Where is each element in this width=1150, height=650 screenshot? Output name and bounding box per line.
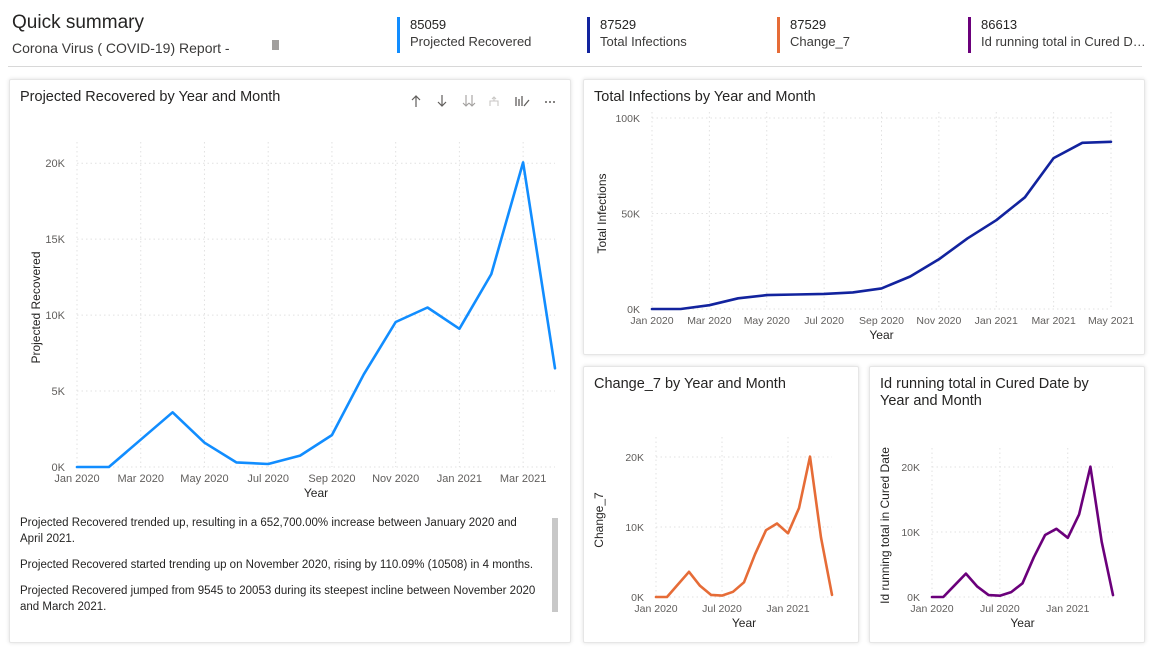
y-axis-title: Id running total in Cured Date	[878, 447, 892, 604]
kpi-card-projected-recovered[interactable]: 85059 Projected Recovered	[397, 17, 560, 53]
series-line	[930, 465, 1115, 599]
x-tick-label: Nov 2020	[372, 473, 419, 485]
chart-title: Id running total in Cured Date by Year a…	[880, 376, 1089, 409]
y-tick-label: 0K	[907, 592, 920, 604]
y-axis-title: Projected Recovered	[29, 251, 43, 363]
x-tick-label: Nov 2020	[916, 315, 961, 327]
x-tick-label: Mar 2021	[500, 473, 546, 485]
x-axis-title: Year	[732, 616, 756, 630]
x-tick-label: Mar 2021	[1031, 315, 1076, 327]
y-tick-label: 10K	[45, 310, 65, 322]
x-tick-label: Jan 2021	[1046, 603, 1089, 615]
y-tick-label: 20K	[901, 462, 920, 474]
line-chart-total-infections: 0K 50K 100K Jan 2020 Mar 2020 May 2020 Jul 202…	[595, 112, 1134, 342]
x-tick-label: Jul 2020	[702, 603, 742, 615]
x-axis-title: Year	[304, 486, 328, 500]
visual-change-7[interactable]: Change_7 by Year and Month 0K 10K 20K Jan 2…	[583, 366, 859, 643]
y-tick-label: 0K	[627, 304, 640, 316]
series-line	[654, 455, 834, 599]
more-options-icon[interactable]	[544, 94, 556, 108]
x-tick-label: Mar 2020	[117, 473, 163, 485]
x-axis-title: Year	[869, 328, 893, 342]
expand-hierarchy-icon[interactable]	[488, 94, 500, 108]
narrative-sentence: Projected Recovered jumped from 9545 to …	[20, 585, 536, 613]
report-header: Quick summary Corona Virus ( COVID-19) R…	[0, 0, 1150, 70]
kpi-value: 85059	[410, 17, 447, 32]
x-tick-label: Jan 2020	[634, 603, 677, 615]
y-axis-title: Total Infections	[595, 173, 609, 253]
y-tick-label: 20K	[625, 452, 644, 464]
x-tick-label: Jan 2020	[910, 603, 953, 615]
x-tick-label: Jan 2021	[975, 315, 1018, 327]
x-tick-label: May 2020	[744, 315, 790, 327]
kpi-card-running-total-cured[interactable]: 86613 Id running total in Cured Date	[968, 17, 1149, 53]
x-tick-label: Jul 2020	[980, 603, 1020, 615]
narrative-sentence: Projected Recovered trended up, resultin…	[20, 517, 517, 545]
visual-running-total-cured[interactable]: Id running total in Cured Date by Year a…	[869, 366, 1145, 643]
x-tick-label: Sep 2020	[859, 315, 904, 327]
x-tick-label: Sep 2020	[308, 473, 355, 485]
line-chart-running-total-cured: 0K 10K 20K Jan 2020 Jul 2020 Jan 2021 Year Id r…	[878, 447, 1115, 630]
visual-total-infections[interactable]: Total Infections by Year and Month 0K 50K…	[583, 79, 1145, 355]
y-tick-label: 10K	[625, 522, 644, 534]
visual-toolbar	[410, 94, 556, 108]
drill-up-icon[interactable]	[410, 94, 422, 108]
x-tick-label: May 2021	[1088, 315, 1134, 327]
kpi-value: 86613	[981, 17, 1018, 32]
narrative-sentence: Projected Recovered started trending up …	[20, 559, 534, 571]
subtitle-marker-icon	[272, 40, 279, 50]
drill-down-icon[interactable]	[436, 94, 448, 108]
kpi-card-change-7[interactable]: 87529 Change_7	[777, 17, 940, 53]
x-tick-label: Jan 2020	[54, 473, 99, 485]
y-tick-label: 20K	[45, 158, 65, 170]
x-tick-label: Jan 2021	[766, 603, 809, 615]
kpi-label: Total Infections	[600, 34, 687, 49]
line-chart-change-7: 0K 10K 20K Jan 2020 Jul 2020 Jan 2021 Year Chan…	[592, 437, 834, 630]
chart-title: Total Infections by Year and Month	[594, 89, 816, 105]
format-brush-icon[interactable]	[514, 94, 530, 108]
y-tick-label: 15K	[45, 234, 65, 246]
x-tick-label: Jul 2020	[804, 315, 844, 327]
y-tick-label: 0K	[52, 462, 66, 474]
series-line	[650, 140, 1113, 311]
x-tick-label: Mar 2020	[687, 315, 732, 327]
series-line	[75, 161, 557, 469]
y-tick-label: 10K	[901, 527, 920, 539]
x-tick-label: Jul 2020	[247, 473, 289, 485]
x-tick-label: Jan 2020	[630, 315, 673, 327]
line-chart-projected-recovered: 0K 5K 10K 15K 20K Jan 2020 Mar 2020 May 2020 Jul…	[29, 142, 557, 500]
kpi-label: Change_7	[790, 34, 850, 49]
header-divider	[8, 66, 1142, 67]
x-tick-label: Jan 2021	[437, 473, 482, 485]
kpi-label: Id running total in Cured Date	[981, 34, 1149, 49]
x-axis-title: Year	[1010, 616, 1034, 630]
page-subtitle: Corona Virus ( COVID-19) Report -	[12, 40, 230, 56]
visual-projected-recovered[interactable]: Projected Recovered by Year and Month 0K…	[9, 79, 571, 643]
kpi-value: 87529	[790, 17, 827, 32]
expand-all-down-icon[interactable]	[462, 94, 476, 108]
y-tick-label: 50K	[621, 209, 640, 221]
y-axis-title: Change_7	[592, 492, 606, 548]
x-tick-label: May 2020	[180, 473, 228, 485]
chart-title: Change_7 by Year and Month	[594, 376, 786, 392]
page-title: Quick summary	[12, 12, 144, 33]
y-tick-label: 100K	[615, 113, 640, 125]
narrative-scrollbar[interactable]	[552, 518, 558, 612]
chart-title: Projected Recovered by Year and Month	[20, 89, 281, 105]
smart-narrative: Projected Recovered trended up, resultin…	[20, 515, 542, 625]
kpi-card-total-infections[interactable]: 87529 Total Infections	[587, 17, 750, 53]
kpi-value: 87529	[600, 17, 637, 32]
kpi-label: Projected Recovered	[410, 34, 532, 49]
y-tick-label: 5K	[52, 386, 66, 398]
y-tick-label: 0K	[631, 592, 644, 604]
